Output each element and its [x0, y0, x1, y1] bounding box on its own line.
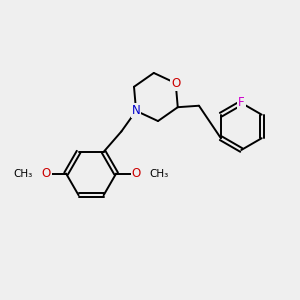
- Text: N: N: [132, 104, 140, 117]
- Text: O: O: [41, 167, 51, 180]
- Text: CH₃: CH₃: [149, 169, 169, 178]
- Text: O: O: [171, 77, 180, 90]
- Text: O: O: [131, 167, 141, 180]
- Text: CH₃: CH₃: [14, 169, 33, 178]
- Text: F: F: [238, 96, 244, 110]
